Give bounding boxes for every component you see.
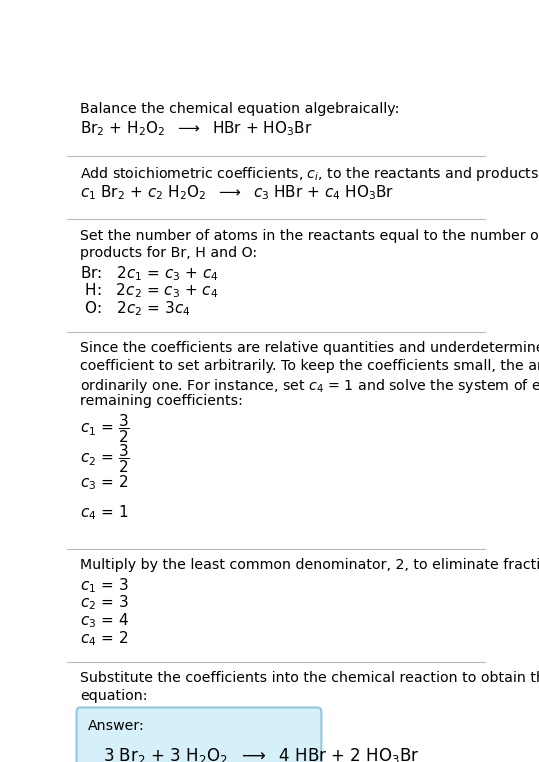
Text: $c_2$ = $\dfrac{3}{2}$: $c_2$ = $\dfrac{3}{2}$: [80, 442, 130, 475]
Text: $c_1$ Br$_2$ + $c_2$ H$_2$O$_2$  $\longrightarrow$  $c_3$ HBr + $c_4$ HO$_3$Br: $c_1$ Br$_2$ + $c_2$ H$_2$O$_2$ $\longri…: [80, 183, 394, 202]
Text: Balance the chemical equation algebraically:: Balance the chemical equation algebraica…: [80, 102, 399, 116]
Text: Br$_2$ + H$_2$O$_2$  $\longrightarrow$  HBr + HO$_3$Br: Br$_2$ + H$_2$O$_2$ $\longrightarrow$ HB…: [80, 120, 312, 139]
Text: Add stoichiometric coefficients, $c_i$, to the reactants and products:: Add stoichiometric coefficients, $c_i$, …: [80, 165, 539, 184]
Text: remaining coefficients:: remaining coefficients:: [80, 394, 243, 408]
Text: $c_3$ = 4: $c_3$ = 4: [80, 611, 129, 630]
Text: Multiply by the least common denominator, 2, to eliminate fractional coefficient: Multiply by the least common denominator…: [80, 559, 539, 572]
Text: equation:: equation:: [80, 689, 147, 703]
Text: $c_2$ = 3: $c_2$ = 3: [80, 594, 128, 613]
Text: $c_4$ = 1: $c_4$ = 1: [80, 504, 128, 522]
Text: Set the number of atoms in the reactants equal to the number of atoms in the: Set the number of atoms in the reactants…: [80, 229, 539, 243]
Text: $c_1$ = 3: $c_1$ = 3: [80, 576, 128, 595]
Text: coefficient to set arbitrarily. To keep the coefficients small, the arbitrary va: coefficient to set arbitrarily. To keep …: [80, 359, 539, 373]
Text: Since the coefficients are relative quantities and underdetermined, choose a: Since the coefficients are relative quan…: [80, 341, 539, 355]
Text: ordinarily one. For instance, set $c_4$ = 1 and solve the system of equations fo: ordinarily one. For instance, set $c_4$ …: [80, 376, 539, 395]
Text: Br:   2$c_1$ = $c_3$ + $c_4$: Br: 2$c_1$ = $c_3$ + $c_4$: [80, 264, 219, 283]
Text: H:   2$c_2$ = $c_3$ + $c_4$: H: 2$c_2$ = $c_3$ + $c_4$: [80, 281, 218, 300]
Text: $c_4$ = 2: $c_4$ = 2: [80, 629, 128, 648]
Text: $c_3$ = 2: $c_3$ = 2: [80, 473, 128, 491]
Text: Substitute the coefficients into the chemical reaction to obtain the balanced: Substitute the coefficients into the che…: [80, 671, 539, 685]
Text: products for Br, H and O:: products for Br, H and O:: [80, 246, 257, 261]
Text: 3 Br$_2$ + 3 H$_2$O$_2$  $\longrightarrow$  4 HBr + 2 HO$_3$Br: 3 Br$_2$ + 3 H$_2$O$_2$ $\longrightarrow…: [103, 746, 419, 762]
FancyBboxPatch shape: [77, 708, 321, 762]
Text: O:   2$c_2$ = 3$c_4$: O: 2$c_2$ = 3$c_4$: [80, 299, 190, 318]
Text: $c_1$ = $\dfrac{3}{2}$: $c_1$ = $\dfrac{3}{2}$: [80, 411, 130, 444]
Text: Answer:: Answer:: [88, 719, 145, 733]
